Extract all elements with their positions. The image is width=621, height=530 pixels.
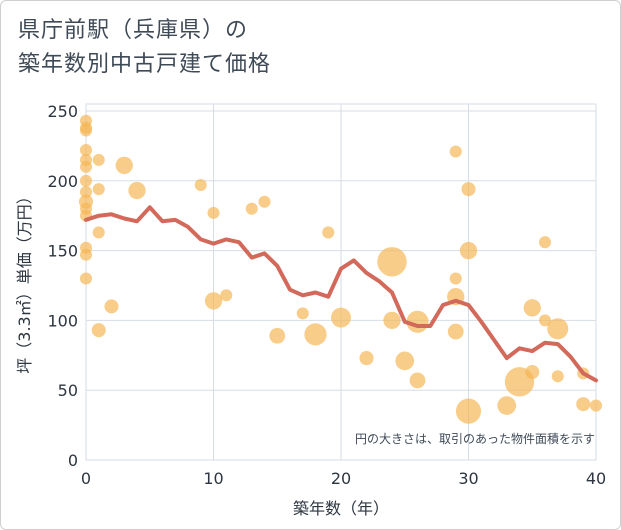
data-bubble [449,272,462,285]
data-bubble [79,144,93,157]
data-bubble [497,396,517,415]
data-bubble [204,292,223,310]
data-bubble [449,145,462,158]
y-tick-label: 0 [68,451,78,470]
chart-title-line1: 県庁前駅（兵庫県）の [18,18,249,43]
data-bubble [91,323,106,338]
axis-ticks: 0 50 100 150 200 250 0 10 20 30 40 [47,102,606,488]
data-bubble [447,323,464,340]
data-bubble [79,248,93,261]
data-bubble [359,351,374,366]
x-tick-label: 20 [331,469,351,488]
data-bubble [551,370,564,383]
data-bubble [395,351,415,371]
data-bubble [523,299,541,317]
data-bubble [115,156,133,175]
grid-lines [85,103,597,461]
data-bubble [377,247,407,277]
chart-title: 県庁前駅（兵庫県）の 築年数別中古戸建て価格 [18,14,271,82]
chart-title-line2: 築年数別中古戸建て価格 [18,52,272,77]
data-bubble [525,365,540,380]
data-bubble [92,226,105,239]
x-tick-label: 0 [81,469,91,488]
x-tick-label: 10 [203,469,223,488]
data-bubble [576,397,591,412]
y-tick-label: 50 [58,381,78,400]
data-bubble [322,226,335,239]
y-tick-label: 150 [47,242,78,261]
x-axis-title: 築年数（年） [293,499,389,518]
data-bubble [79,124,93,137]
y-axis-title: 坪（3.3㎡）単価（万円） [15,188,34,373]
data-bubble [245,202,258,215]
data-bubble [92,153,105,166]
data-bubble [547,318,569,340]
data-bubble [128,181,146,200]
data-bubble [304,323,327,346]
data-bubble [258,195,271,208]
data-bubble [79,174,93,187]
data-bubble [538,236,552,249]
x-tick-label: 30 [458,469,478,488]
data-bubble [409,372,426,389]
data-bubble [296,307,309,320]
data-bubble [383,311,401,330]
bubble-size-note: 円の大きさは、取引のあった物件面積を示す [355,431,595,446]
data-bubble [331,307,351,328]
line-series [84,205,598,383]
data-bubble [79,160,93,173]
data-bubble [79,272,93,285]
data-bubble [461,182,476,197]
y-tick-label: 100 [47,311,78,330]
data-bubble [455,398,482,424]
x-tick-label: 40 [586,469,606,488]
data-bubble [220,289,233,302]
data-bubble [194,178,207,191]
data-bubble [589,399,603,412]
data-bubble [459,241,478,260]
data-bubble [79,185,93,198]
data-bubble [269,327,286,344]
y-tick-label: 250 [47,102,78,121]
data-bubble [104,299,119,314]
average-price-line [84,205,598,383]
data-bubble [538,314,552,327]
y-tick-label: 200 [47,172,78,191]
data-bubble [207,206,220,219]
data-bubble [92,183,105,196]
